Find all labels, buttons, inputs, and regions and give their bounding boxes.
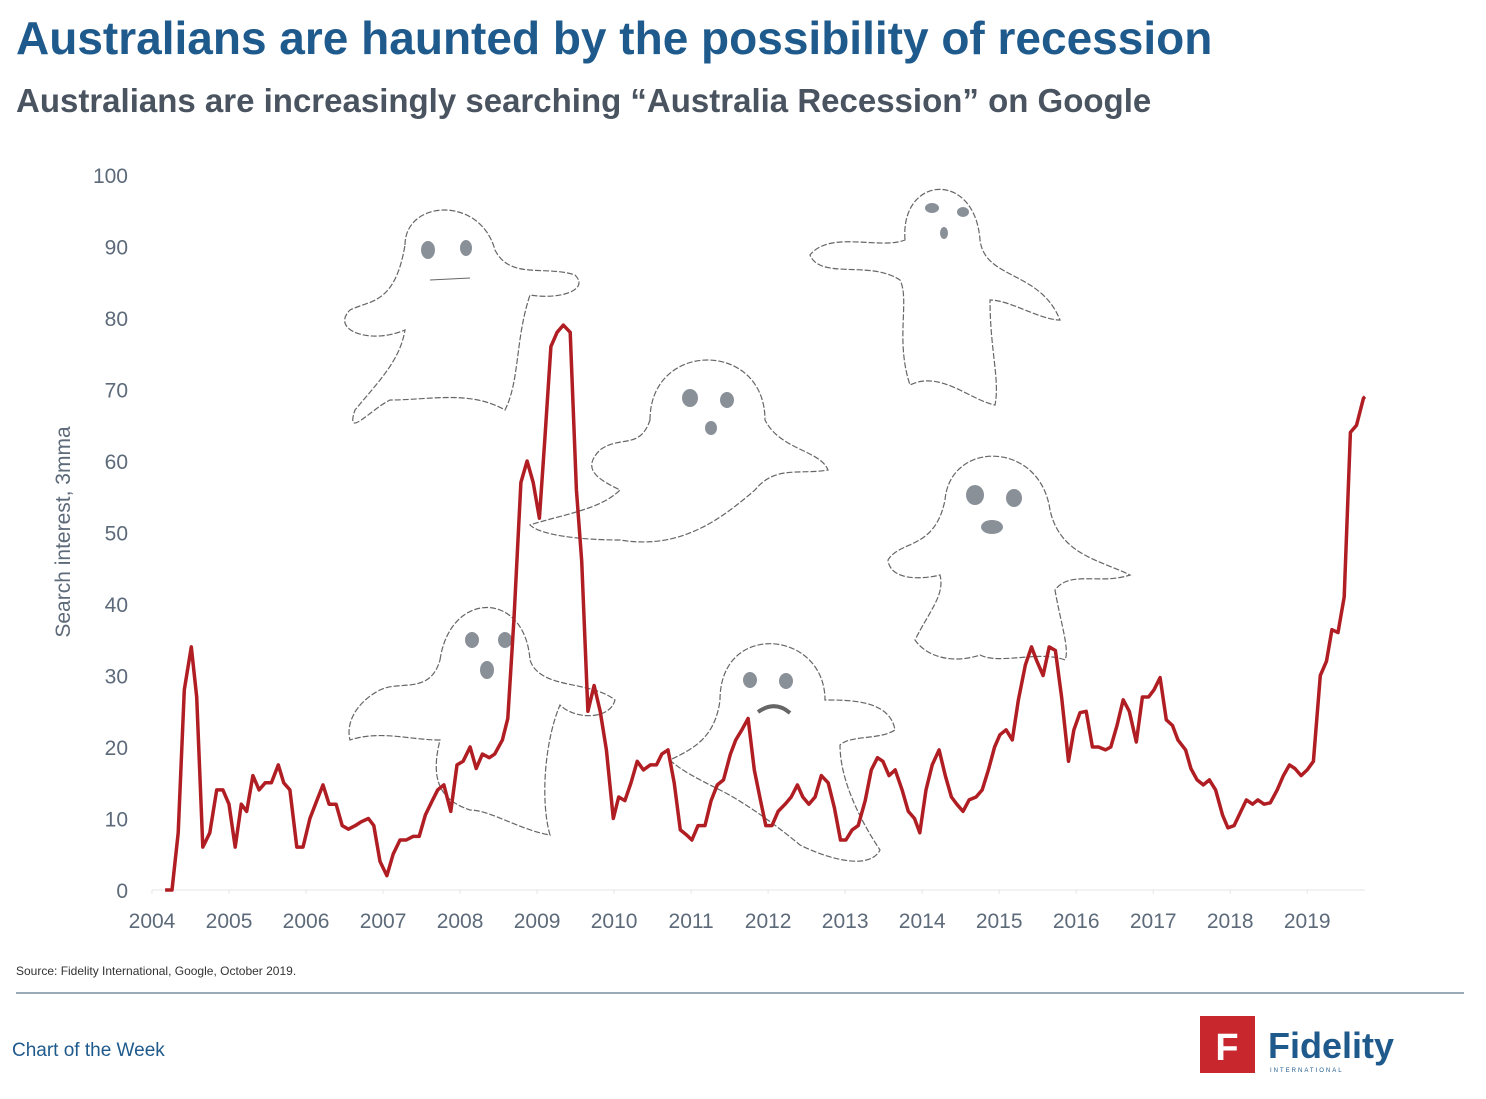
y-tick-label: 40	[105, 594, 128, 617]
y-tick-label: 100	[93, 165, 128, 188]
x-tick-label: 2011	[669, 910, 714, 933]
x-tick-label: 2017	[1130, 910, 1177, 933]
logo-mark	[1200, 1016, 1255, 1073]
chart-title: Australians are haunted by the possibili…	[16, 12, 1212, 64]
x-tick-label: 2013	[822, 910, 869, 933]
y-axis-label: Search interest, 3mma	[52, 426, 75, 638]
x-tick-label: 2015	[976, 910, 1023, 933]
x-tick-label: 2012	[745, 910, 792, 933]
y-tick-label: 20	[105, 737, 128, 760]
y-tick-label: 80	[105, 308, 128, 331]
y-tick-label: 0	[116, 880, 128, 903]
ghosts	[344, 188, 1132, 862]
y-tick-label: 70	[105, 380, 128, 403]
source-note: Source: Fidelity International, Google, …	[16, 964, 296, 978]
x-tick-label: 2010	[591, 910, 638, 933]
x-tick-label: 2006	[283, 910, 330, 933]
y-tick-label: 10	[105, 809, 128, 832]
x-tick-label: 2014	[899, 910, 946, 933]
y-tick-label: 90	[105, 237, 128, 260]
x-tick-label: 2009	[514, 910, 561, 933]
logo-text: Fidelity	[1268, 1025, 1394, 1066]
footer-text: Chart of the Week	[12, 1040, 165, 1061]
x-tick-label: 2005	[206, 910, 253, 933]
y-tick-label: 50	[105, 523, 128, 546]
y-tick-label: 60	[105, 451, 128, 474]
x-tick-label: 2019	[1284, 910, 1331, 933]
y-tick-label: 30	[105, 666, 128, 689]
series-line	[165, 323, 1367, 892]
logo-subtext: INTERNATIONAL	[1270, 1068, 1344, 1074]
x-tick-label: 2004	[129, 910, 176, 933]
x-tick-label: 2007	[360, 910, 407, 933]
x-tick-label: 2008	[437, 910, 484, 933]
logo-letter: F	[1215, 1027, 1238, 1069]
chart-subtitle: Australians are increasingly searching “…	[16, 82, 1151, 119]
x-tick-label: 2018	[1207, 910, 1254, 933]
x-tick-label: 2016	[1053, 910, 1100, 933]
